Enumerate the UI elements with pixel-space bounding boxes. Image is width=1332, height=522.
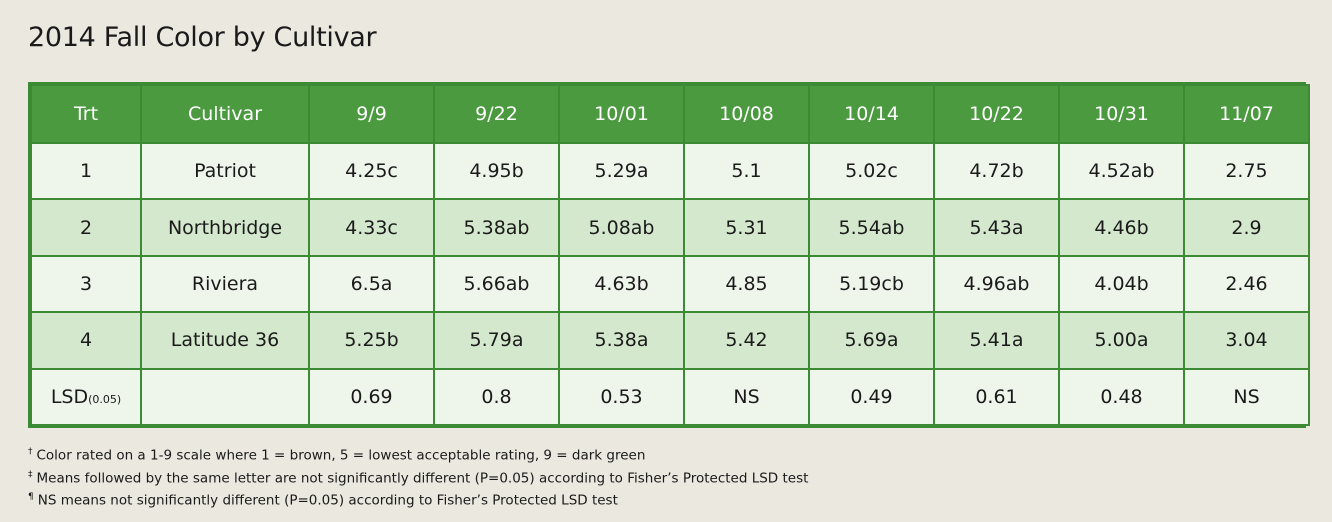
header-date: 10/01: [558, 84, 685, 144]
cell-cultivar: Patriot: [140, 141, 310, 201]
cell-lsd-value: 0.69: [308, 367, 435, 427]
table-row: 1 Patriot 4.25c 4.95b 5.29a 5.1 5.02c 4.…: [30, 141, 1310, 201]
page-title: 2014 Fall Color by Cultivar: [28, 22, 377, 53]
header-date: 10/14: [808, 84, 935, 144]
table-row: 4 Latitude 36 5.25b 5.79a 5.38a 5.42 5.6…: [30, 311, 1310, 370]
fall-color-table: Trt Cultivar 9/9 9/22 10/01 10/08 10/14 …: [30, 84, 1310, 427]
cell-value: 5.43a: [933, 198, 1060, 257]
cell-value: 2.75: [1183, 141, 1310, 201]
footnote: † Color rated on a 1-9 scale where 1 = br…: [28, 443, 808, 466]
footnote-mark: †: [28, 447, 33, 457]
table-row: 2 Northbridge 4.33c 5.38ab 5.08ab 5.31 5…: [30, 198, 1310, 257]
cell-value: 4.46b: [1058, 198, 1185, 257]
header-cultivar: Cultivar: [140, 84, 310, 144]
cell-cultivar: [140, 367, 310, 427]
footnote-mark: ‡: [28, 469, 33, 480]
cell-lsd-value: 0.53: [558, 367, 685, 427]
cell-value: 5.38ab: [433, 198, 560, 257]
header-date: 10/22: [933, 84, 1060, 144]
footnote-text: Means followed by the same letter are no…: [36, 470, 809, 486]
table-row: 3 Riviera 6.5a 5.66ab 4.63b 4.85 5.19cb …: [30, 254, 1310, 314]
cell-value: 4.85: [683, 254, 810, 314]
cell-value: 5.19cb: [808, 254, 935, 314]
cell-value: 3.04: [1183, 311, 1310, 370]
cell-value: 5.42: [683, 311, 810, 370]
cell-value: 5.69a: [808, 311, 935, 370]
cell-value: 4.52ab: [1058, 141, 1185, 201]
lsd-label-subscript: (0.05): [88, 392, 122, 406]
cell-value: 5.08ab: [558, 198, 685, 257]
cell-value: 5.02c: [808, 141, 935, 201]
cell-value: 5.66ab: [433, 254, 560, 314]
header-date: 10/31: [1058, 84, 1185, 144]
cell-lsd-label: LSD(0.05): [30, 367, 142, 427]
cell-cultivar: Riviera: [140, 254, 310, 314]
footnote-mark: ¶: [28, 492, 34, 502]
footnotes: † Color rated on a 1-9 scale where 1 = br…: [28, 443, 808, 511]
cell-value: 2.9: [1183, 198, 1310, 257]
cell-value: 4.25c: [308, 141, 435, 201]
table-header-row: Trt Cultivar 9/9 9/22 10/01 10/08 10/14 …: [30, 84, 1310, 144]
cell-value: 6.5a: [308, 254, 435, 314]
fall-color-table-container: Trt Cultivar 9/9 9/22 10/01 10/08 10/14 …: [28, 82, 1310, 428]
cell-value: 5.1: [683, 141, 810, 201]
cell-lsd-value: 0.8: [433, 367, 560, 427]
cell-trt: 1: [30, 141, 142, 201]
cell-cultivar: Latitude 36: [140, 311, 310, 370]
cell-value: 4.72b: [933, 141, 1060, 201]
cell-value: 4.63b: [558, 254, 685, 314]
footnote-text: Color rated on a 1-9 scale where 1 = bro…: [36, 447, 646, 464]
cell-trt: 2: [30, 198, 142, 257]
footnote: ¶ NS means not significantly different (P…: [28, 488, 808, 511]
cell-value: 4.04b: [1058, 254, 1185, 314]
cell-lsd-value: 0.49: [808, 367, 935, 427]
cell-cultivar: Northbridge: [140, 198, 310, 257]
footnote-text: NS means not significantly different (P=…: [37, 492, 618, 509]
cell-value: 5.79a: [433, 311, 560, 370]
header-date: 9/22: [433, 84, 560, 144]
header-date: 9/9: [308, 84, 435, 144]
cell-value: 5.29a: [558, 141, 685, 201]
cell-trt: 4: [30, 311, 142, 370]
cell-value: 2.46: [1183, 254, 1310, 314]
cell-value: 5.00a: [1058, 311, 1185, 370]
header-date: 10/08: [683, 84, 810, 144]
lsd-row: LSD(0.05) 0.69 0.8 0.53 NS 0.49 0.61 0.4…: [30, 367, 1310, 427]
cell-lsd-value: 0.61: [933, 367, 1060, 427]
header-date: 11/07: [1183, 84, 1310, 144]
cell-value: 4.33c: [308, 198, 435, 257]
cell-lsd-value: NS: [683, 367, 810, 427]
cell-value: 5.38a: [558, 311, 685, 370]
cell-value: 5.31: [683, 198, 810, 257]
lsd-label: LSD: [50, 385, 89, 408]
cell-value: 4.95b: [433, 141, 560, 201]
header-trt: Trt: [30, 84, 142, 144]
cell-value: 5.54ab: [808, 198, 935, 257]
cell-lsd-value: NS: [1183, 367, 1310, 427]
cell-value: 5.41a: [933, 311, 1060, 370]
footnote: ‡ Means followed by the same letter are n…: [28, 466, 808, 489]
cell-lsd-value: 0.48: [1058, 367, 1185, 427]
cell-trt: 3: [30, 254, 142, 314]
cell-value: 5.25b: [308, 311, 435, 370]
cell-value: 4.96ab: [933, 254, 1060, 314]
